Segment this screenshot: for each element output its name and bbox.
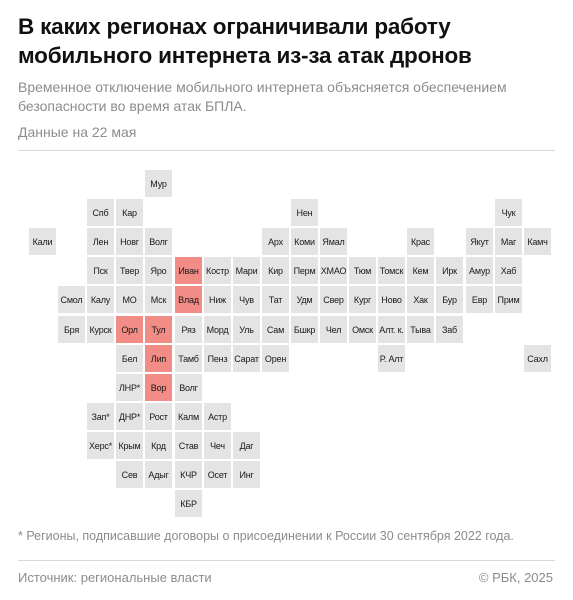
region-tile: Зап*: [87, 403, 114, 430]
region-tile: Яро: [145, 257, 172, 284]
bottom-divider: [18, 560, 555, 561]
region-tile: Перм: [291, 257, 318, 284]
region-tile: Пск: [87, 257, 114, 284]
region-tile: МО: [116, 286, 143, 313]
copyright: © РБК, 2025: [478, 570, 553, 585]
region-tile: Новг: [116, 228, 143, 255]
region-tile: Бря: [58, 316, 85, 343]
footnote: * Регионы, подписавшие договоры о присое…: [18, 529, 514, 543]
region-tile: Бшкр: [291, 316, 318, 343]
region-tile: Крас: [407, 228, 434, 255]
region-tile: Твер: [116, 257, 143, 284]
region-tile: Курск: [87, 316, 114, 343]
region-tile: Ново: [378, 286, 405, 313]
region-tile: Удм: [291, 286, 318, 313]
region-tile: КЧР: [175, 461, 202, 488]
region-tile: Орл: [116, 316, 143, 343]
region-tile: ХМАО: [320, 257, 347, 284]
region-tile: Крд: [145, 432, 172, 459]
region-tile: Костр: [204, 257, 231, 284]
region-tile: Влад: [175, 286, 202, 313]
region-tile: Якут: [466, 228, 493, 255]
region-tile: Астр: [204, 403, 231, 430]
region-tile: Сарат: [233, 345, 260, 372]
region-tile: ЛНР*: [116, 374, 143, 401]
region-tile: Кар: [116, 199, 143, 226]
region-tile: Тул: [145, 316, 172, 343]
region-tile: Став: [175, 432, 202, 459]
region-tile: Хаб: [495, 257, 522, 284]
region-tile: Ниж: [204, 286, 231, 313]
region-tile: Прим: [495, 286, 522, 313]
region-tile: Хак: [407, 286, 434, 313]
region-tile: Кали: [29, 228, 56, 255]
region-tile: Нен: [291, 199, 318, 226]
region-tile: ДНР*: [116, 403, 143, 430]
region-tile: Ряз: [175, 316, 202, 343]
region-tile: Лип: [145, 345, 172, 372]
region-tile: Крым: [116, 432, 143, 459]
region-tile: Алт. к.: [378, 316, 405, 343]
date-note: Данные на 22 мая: [18, 124, 137, 140]
region-tile: Мур: [145, 170, 172, 197]
region-tile: Иван: [175, 257, 202, 284]
top-divider: [18, 150, 555, 151]
source-note: Источник: региональные власти: [18, 570, 212, 585]
region-tile: Сев: [116, 461, 143, 488]
region-tile: Тыва: [407, 316, 434, 343]
region-tile: Орен: [262, 345, 289, 372]
region-tile: Мари: [233, 257, 260, 284]
region-tile: Морд: [204, 316, 231, 343]
region-tile: Маг: [495, 228, 522, 255]
region-tile: КБР: [175, 490, 202, 517]
region-tile: Вор: [145, 374, 172, 401]
region-tile: Сахл: [524, 345, 551, 372]
region-tile: Даг: [233, 432, 260, 459]
region-tile: Кир: [262, 257, 289, 284]
region-tile: Коми: [291, 228, 318, 255]
region-tile: Кург: [349, 286, 376, 313]
region-tile: Свер: [320, 286, 347, 313]
region-tile: Бел: [116, 345, 143, 372]
region-tile: Кем: [407, 257, 434, 284]
region-tile: Заб: [436, 316, 463, 343]
region-tile: Калм: [175, 403, 202, 430]
region-tile: Ямал: [320, 228, 347, 255]
region-tile: Тюм: [349, 257, 376, 284]
region-tile: Чук: [495, 199, 522, 226]
region-tile: Калу: [87, 286, 114, 313]
region-tile: Амур: [466, 257, 493, 284]
region-tile: Осет: [204, 461, 231, 488]
region-tile: Пенз: [204, 345, 231, 372]
region-tile: Мск: [145, 286, 172, 313]
region-tile: Арх: [262, 228, 289, 255]
region-tile: Чел: [320, 316, 347, 343]
region-tile: Спб: [87, 199, 114, 226]
region-tile: Р. Алт: [378, 345, 405, 372]
region-tile: Чув: [233, 286, 260, 313]
region-tile: Сам: [262, 316, 289, 343]
chart-subtitle: Временное отключение мобильного интернет…: [18, 79, 507, 114]
region-tile: Рост: [145, 403, 172, 430]
region-tile: Чеч: [204, 432, 231, 459]
region-tile: Адыг: [145, 461, 172, 488]
region-tile: Камч: [524, 228, 551, 255]
region-tile: Омск: [349, 316, 376, 343]
region-tile: Уль: [233, 316, 260, 343]
region-tile: Херс*: [87, 432, 114, 459]
region-tile: Лен: [87, 228, 114, 255]
region-tile: Волг: [145, 228, 172, 255]
region-tile: Томск: [378, 257, 405, 284]
region-tile: Бур: [436, 286, 463, 313]
region-tile: Инг: [233, 461, 260, 488]
region-tile: Тат: [262, 286, 289, 313]
region-tile: Ирк: [436, 257, 463, 284]
region-tile: Волг: [175, 374, 202, 401]
chart-title: В каких регионах ограничивали работу моб…: [18, 14, 472, 68]
region-tile: Смол: [58, 286, 85, 313]
region-tile: Евр: [466, 286, 493, 313]
region-tile: Тамб: [175, 345, 202, 372]
